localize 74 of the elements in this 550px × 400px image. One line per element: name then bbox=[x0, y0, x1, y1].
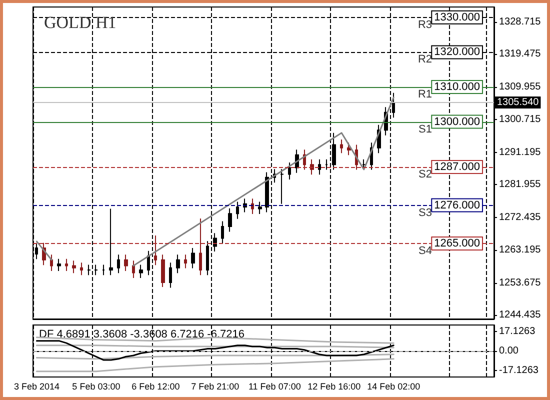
y-tick-label: -17.1263 bbox=[499, 364, 539, 376]
y-tick-label: 1244.435 bbox=[499, 310, 542, 321]
candlestick bbox=[288, 162, 291, 180]
candlestick bbox=[265, 172, 269, 213]
y-tick-label: 1309.955 bbox=[499, 82, 542, 93]
annotation: 1265.000 bbox=[434, 238, 480, 250]
annotation: 1276.000 bbox=[434, 199, 480, 212]
candlestick bbox=[50, 254, 53, 272]
y-tick-label: 0.00 bbox=[499, 346, 519, 356]
y-tick-label: 1281.955 bbox=[499, 179, 542, 190]
candlestick bbox=[280, 168, 284, 204]
candlestick bbox=[176, 254, 180, 274]
candlestick bbox=[362, 158, 366, 170]
candlestick bbox=[251, 198, 254, 214]
candlestick bbox=[147, 250, 150, 276]
x-tick-label: 11 Feb 07:00 bbox=[248, 382, 301, 392]
x-tick-label: 3 Feb 2014 bbox=[14, 382, 60, 392]
candlestick bbox=[154, 235, 157, 266]
candlestick bbox=[347, 142, 351, 156]
candlestick bbox=[310, 158, 314, 176]
ref-line-label: S4 bbox=[418, 245, 432, 258]
ref-line-label: 1305.540 bbox=[497, 97, 540, 108]
candlestick bbox=[228, 208, 232, 232]
y-tick-label: 1291.195 bbox=[499, 146, 542, 158]
ref-line-label: R2 bbox=[418, 54, 432, 66]
candlestick bbox=[65, 258, 68, 272]
candlestick bbox=[109, 208, 113, 276]
candlestick bbox=[191, 248, 195, 269]
candlestick bbox=[318, 158, 321, 176]
annotation: 1330.000 bbox=[434, 11, 480, 24]
x-tick-label: 12 Feb 16:00 bbox=[308, 382, 361, 392]
chart-title: GOLD H1 bbox=[44, 13, 116, 32]
candlestick bbox=[236, 201, 239, 220]
candlestick bbox=[184, 254, 187, 269]
annotation: 1287.000 bbox=[434, 161, 480, 173]
candlestick bbox=[80, 262, 83, 276]
y-tick-label: 1253.675 bbox=[499, 277, 542, 288]
candlestick bbox=[94, 264, 98, 276]
candlestick bbox=[199, 218, 202, 276]
candlestick bbox=[161, 254, 165, 288]
candlestick bbox=[57, 258, 61, 272]
ref-line-label: R1 bbox=[418, 88, 432, 100]
ref-line-label: S3 bbox=[418, 206, 432, 219]
annotation: 1320.000 bbox=[434, 46, 480, 58]
annotation: 1300.000 bbox=[434, 116, 480, 128]
x-tick-label: 6 Feb 12:00 bbox=[132, 382, 180, 392]
y-tick-label: 1272.435 bbox=[499, 212, 542, 224]
x-tick-label: 7 Feb 21:00 bbox=[191, 382, 240, 392]
y-tick-label: 1263.195 bbox=[499, 244, 542, 256]
candlestick bbox=[117, 254, 120, 274]
y-tick-label: 1319.475 bbox=[499, 48, 542, 60]
candlestick bbox=[221, 220, 224, 244]
ref-line-label: R3 bbox=[418, 18, 432, 31]
candlestick bbox=[72, 260, 76, 274]
candlestick bbox=[124, 254, 128, 272]
candlestick bbox=[102, 264, 105, 276]
y-tick-label: 17.1263 bbox=[499, 326, 536, 338]
line-series bbox=[132, 96, 394, 267]
ref-line-label: S2 bbox=[418, 168, 432, 180]
candlestick bbox=[206, 240, 209, 276]
line-series bbox=[36, 358, 394, 372]
y-tick-label: 1328.715 bbox=[499, 16, 542, 28]
annotation: 1310.000 bbox=[434, 81, 480, 93]
candlestick bbox=[258, 201, 262, 214]
ref-line-label: S1 bbox=[418, 123, 432, 136]
x-tick-label: 14 Feb 02:00 bbox=[367, 382, 420, 392]
candlestick bbox=[132, 260, 135, 278]
y-tick-label: 1300.715 bbox=[499, 114, 542, 125]
candlestick bbox=[340, 139, 343, 154]
candlestick bbox=[169, 262, 172, 288]
candlestick bbox=[325, 158, 328, 170]
candlestick bbox=[87, 264, 91, 276]
x-tick-label: 5 Feb 03:00 bbox=[72, 382, 120, 392]
candlestick bbox=[139, 264, 143, 278]
